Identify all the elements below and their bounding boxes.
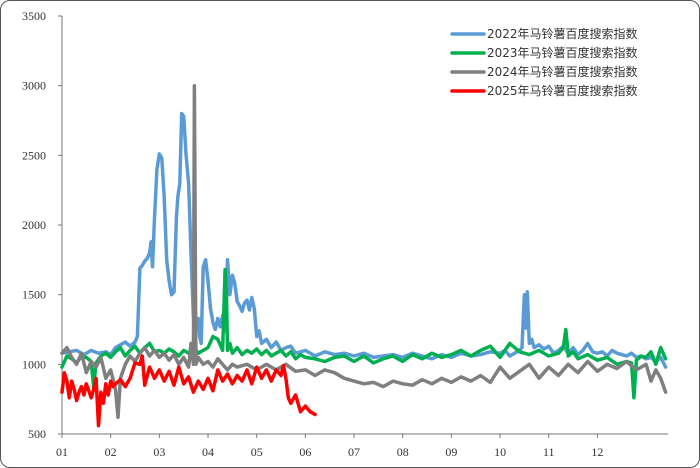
y-tick-label: 1500: [22, 288, 46, 302]
series-line-2: [60, 267, 668, 400]
x-tick-label: 04: [202, 445, 214, 459]
y-tick-label: 500: [28, 427, 46, 441]
x-tick-label: 02: [105, 445, 117, 459]
y-tick-label: 3500: [22, 9, 46, 23]
x-tick-label: 06: [299, 445, 311, 459]
x-tick-label: 03: [153, 445, 165, 459]
x-tick-label: 09: [445, 445, 457, 459]
x-tick-label: 05: [251, 445, 263, 459]
x-tick-label: 08: [397, 445, 409, 459]
y-tick-label: 2500: [22, 148, 46, 162]
y-tick-label: 3000: [22, 79, 46, 93]
x-tick-label: 12: [591, 445, 603, 459]
x-tick-label: 11: [543, 445, 555, 459]
series-line-4: [60, 354, 317, 428]
y-tick-label: 1000: [22, 357, 46, 371]
chart-legend: 2022年马铃薯百度搜索指数 2023年马铃薯百度搜索指数 2024年马铃薯百度搜索…: [450, 26, 638, 98]
legend-label: 2024年马铃薯百度搜索指数: [487, 64, 638, 79]
legend-label: 2023年马铃薯百度搜索指数: [487, 45, 638, 60]
series-line-3: [60, 83, 668, 420]
y-tick-label: 2000: [22, 218, 46, 232]
legend-label: 2025年马铃薯百度搜索指数: [487, 83, 638, 98]
x-tick-label: 01: [56, 445, 68, 459]
x-tick-label: 10: [494, 445, 506, 459]
series-layer: [60, 83, 668, 428]
series-line-1: [60, 111, 668, 369]
x-tick-label: 07: [348, 445, 360, 459]
legend-label: 2022年马铃薯百度搜索指数: [487, 26, 638, 41]
